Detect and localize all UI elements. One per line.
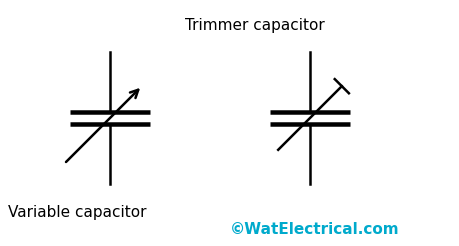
Text: ©WatElectrical.com: ©WatElectrical.com [230, 222, 400, 237]
Text: Trimmer capacitor: Trimmer capacitor [185, 18, 325, 33]
Text: Variable capacitor: Variable capacitor [8, 205, 146, 220]
